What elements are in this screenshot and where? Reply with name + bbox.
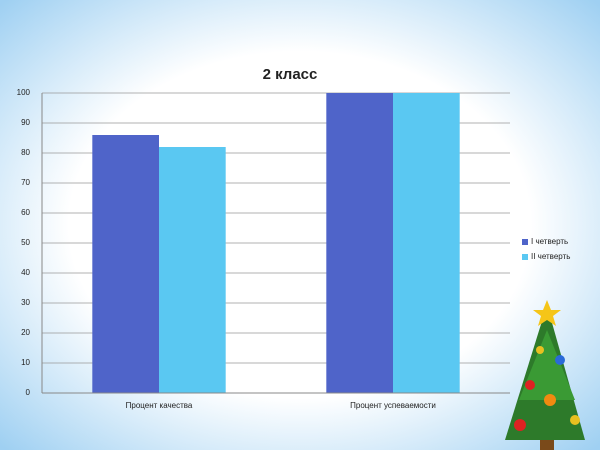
y-tick-label: 90	[21, 118, 30, 127]
tree-decoration	[505, 300, 585, 450]
legend-label: II четверть	[531, 252, 570, 261]
chart-title: 2 класс	[263, 66, 318, 83]
bar	[393, 93, 460, 393]
y-tick-label: 100	[17, 88, 31, 97]
legend-label: I четверть	[531, 237, 568, 246]
legend-swatch	[522, 254, 528, 260]
y-tick-label: 60	[21, 208, 30, 217]
y-tick-label: 0	[26, 388, 31, 397]
x-tick-label: Процент успеваемости	[350, 401, 436, 410]
legend-swatch	[522, 239, 528, 245]
y-tick-label: 10	[21, 358, 30, 367]
y-tick-label: 50	[21, 238, 30, 247]
x-tick-label: Процент качества	[126, 401, 193, 410]
y-tick-label: 70	[21, 178, 30, 187]
y-tick-label: 80	[21, 148, 30, 157]
y-tick-label: 20	[21, 328, 30, 337]
bar	[326, 93, 393, 393]
bar	[92, 135, 159, 393]
bar	[159, 147, 226, 393]
y-tick-label: 40	[21, 268, 30, 277]
y-tick-label: 30	[21, 298, 30, 307]
